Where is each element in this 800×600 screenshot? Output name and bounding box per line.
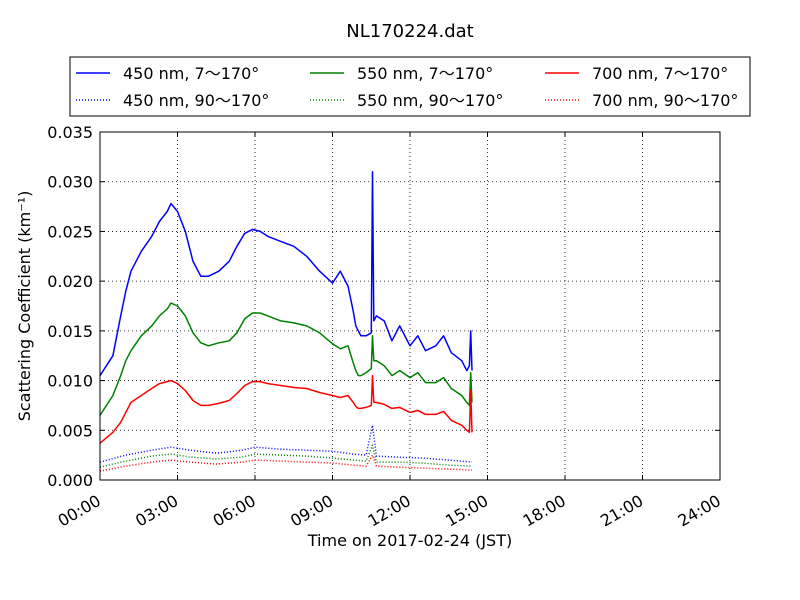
x-tick-label: 09:00: [287, 491, 336, 531]
legend-label-1: 550 nm, 7～170°: [357, 64, 493, 83]
series-line-2: [99, 374, 473, 444]
x-tick-label: 06:00: [210, 491, 259, 531]
x-axis-label: Time on 2017-02-24 (JST): [307, 531, 512, 550]
series-line-3: [99, 424, 473, 463]
x-tick-label: 21:00: [597, 491, 646, 531]
grid-lines: [100, 132, 720, 480]
series-lines: [99, 171, 473, 472]
x-tick-labels: 00:00 03:00 06:00 09:00 12:00 15:00 18:00 21:00…: [55, 491, 724, 531]
x-tick-label: 12:00: [365, 491, 414, 531]
legend: 450 nm, 7～170° 550 nm, 7～170° 700 nm, 7～17…: [69, 56, 751, 117]
y-tick-label: 0.005: [47, 421, 93, 440]
series-line-1: [99, 302, 473, 416]
chart-title: NL170224.dat: [346, 21, 473, 42]
y-tick-labels: 0.000 0.005 0.010 0.015 0.020 0.025 0.030 0.035: [47, 123, 93, 490]
legend-items: 450 nm, 7～170° 550 nm, 7～170° 700 nm, 7～17…: [76, 64, 738, 110]
y-tick-label: 0.035: [47, 123, 93, 142]
y-tick-label: 0.000: [47, 471, 93, 490]
x-tick-label: 03:00: [132, 491, 181, 531]
y-tick-label: 0.010: [47, 372, 93, 391]
x-tick-label: 18:00: [520, 491, 569, 531]
y-tick-label: 0.025: [47, 222, 93, 241]
x-tick-label: 24:00: [675, 491, 724, 531]
y-tick-label: 0.030: [47, 173, 93, 192]
plot-area: [100, 132, 720, 480]
y-tick-label: 0.015: [47, 322, 93, 341]
x-tick-label: 00:00: [55, 491, 104, 531]
y-tick-label: 0.020: [47, 272, 93, 291]
legend-label-3: 450 nm, 90～170°: [123, 91, 269, 110]
x-tick-label: 15:00: [442, 491, 491, 531]
legend-label-0: 450 nm, 7～170°: [123, 64, 259, 83]
axis-ticks: [99, 131, 721, 481]
series-line-5: [99, 454, 473, 472]
y-axis-label: Scattering Coefficient (km⁻¹): [15, 191, 34, 422]
legend-label-2: 700 nm, 7～170°: [592, 64, 728, 83]
series-line-0: [99, 171, 473, 377]
legend-label-4: 550 nm, 90～170°: [357, 91, 503, 110]
legend-label-5: 700 nm, 90～170°: [592, 91, 738, 110]
legend-box: [69, 56, 751, 117]
series-line-4: [99, 444, 473, 468]
